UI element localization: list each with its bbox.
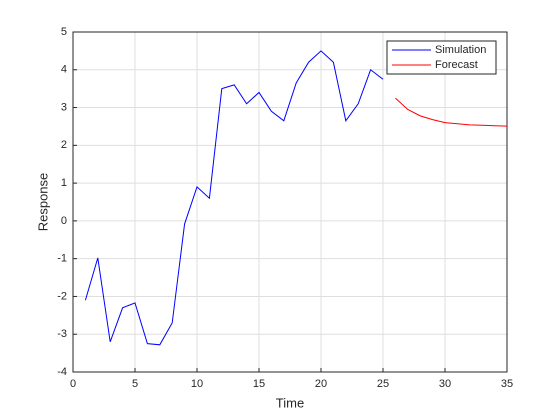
x-axis-label: Time [276, 395, 304, 410]
y-tick-label: 4 [61, 64, 67, 76]
legend-label: Simulation [435, 44, 486, 56]
x-tick-label: 10 [191, 378, 203, 390]
x-tick-label: 20 [315, 378, 327, 390]
x-tick-label: 25 [377, 378, 389, 390]
y-tick-label: -2 [57, 290, 67, 302]
y-tick-label: 0 [61, 215, 67, 227]
plot-area [73, 32, 507, 372]
series-line [84, 50, 384, 346]
x-tick-label: 30 [439, 378, 451, 390]
y-tick-label: 3 [61, 101, 67, 113]
y-tick-label: 5 [61, 26, 67, 38]
y-tick-label: -1 [57, 253, 67, 265]
x-tick-label: 0 [70, 378, 76, 390]
x-tick-label: 35 [501, 378, 513, 390]
legend-box [386, 40, 497, 75]
x-tick-label: 15 [253, 378, 265, 390]
y-tick-label: 2 [61, 139, 67, 151]
y-axis-label: Response [35, 173, 50, 232]
y-tick-label: 1 [61, 177, 67, 189]
legend-label: Forecast [435, 59, 478, 71]
y-tick-label: -3 [57, 328, 67, 340]
x-tick-label: 5 [132, 378, 138, 390]
axes-box [72, 31, 508, 373]
series-line [395, 97, 508, 127]
y-tick-label: -4 [57, 366, 67, 378]
